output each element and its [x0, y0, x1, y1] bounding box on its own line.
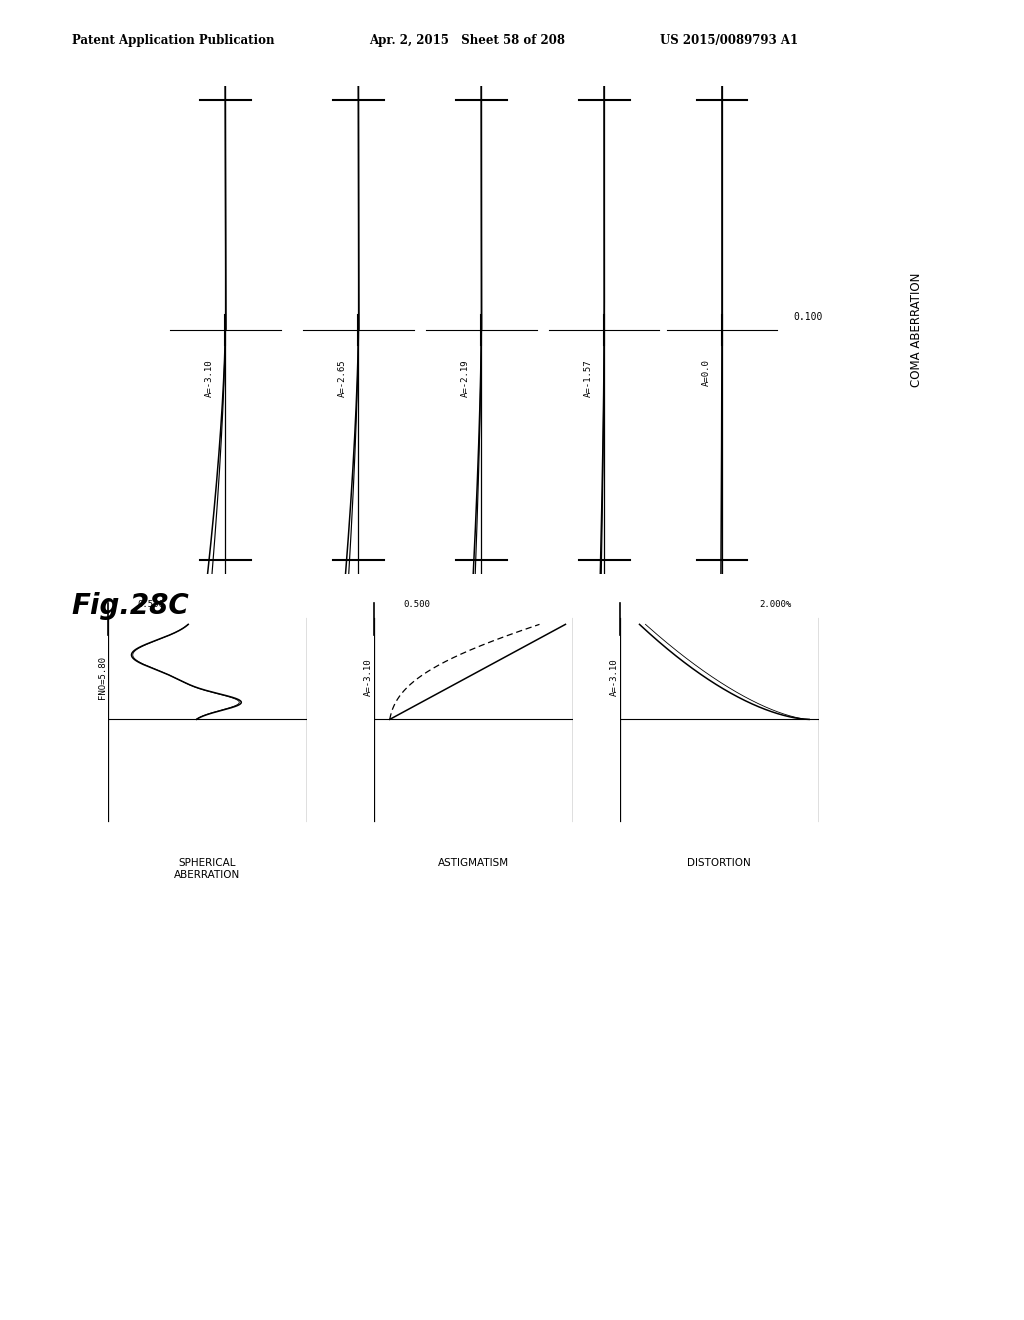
- Text: Patent Application Publication: Patent Application Publication: [72, 33, 274, 46]
- Text: A=-2.19: A=-2.19: [461, 359, 470, 397]
- Text: US 2015/0089793 A1: US 2015/0089793 A1: [660, 33, 799, 46]
- Text: A=-1.57: A=-1.57: [584, 359, 593, 397]
- Text: COMA ABERRATION: COMA ABERRATION: [910, 273, 923, 387]
- Text: FNO=5.80: FNO=5.80: [98, 656, 106, 698]
- Text: A=-3.10: A=-3.10: [610, 659, 618, 696]
- Text: 2.000%: 2.000%: [759, 601, 792, 610]
- Text: 0.500: 0.500: [137, 601, 164, 610]
- Text: Fig.28C: Fig.28C: [72, 591, 189, 620]
- Text: A=0.0: A=0.0: [701, 359, 711, 387]
- Text: DISTORTION: DISTORTION: [687, 858, 752, 869]
- Text: A=-2.65: A=-2.65: [338, 359, 347, 397]
- Text: SPHERICAL
ABERRATION: SPHERICAL ABERRATION: [174, 858, 241, 879]
- Text: 0.100: 0.100: [794, 313, 823, 322]
- Text: 0.500: 0.500: [403, 601, 430, 610]
- Text: ASTIGMATISM: ASTIGMATISM: [438, 858, 509, 869]
- Text: A=-3.10: A=-3.10: [205, 359, 214, 397]
- Text: Apr. 2, 2015   Sheet 58 of 208: Apr. 2, 2015 Sheet 58 of 208: [369, 33, 564, 46]
- Text: A=-3.10: A=-3.10: [365, 659, 373, 696]
